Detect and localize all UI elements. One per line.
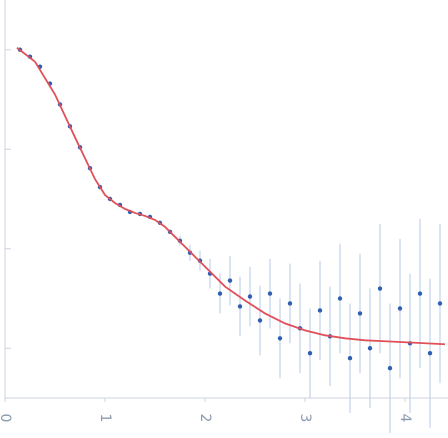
x-tick-label: 4 xyxy=(397,414,413,423)
data-point xyxy=(397,306,403,311)
data-point xyxy=(247,294,253,299)
x-tick-label: 3 xyxy=(297,414,313,423)
data-point xyxy=(357,311,363,316)
data-point xyxy=(217,291,223,296)
fit-line xyxy=(16,47,446,346)
data-point xyxy=(307,351,313,356)
x-tick-label: 2 xyxy=(197,414,213,423)
data-point xyxy=(267,291,273,296)
data-point xyxy=(367,346,373,351)
data-point xyxy=(227,278,233,283)
data-point xyxy=(427,351,433,356)
data-point xyxy=(417,291,423,296)
data-point xyxy=(347,356,353,361)
data-point xyxy=(437,301,443,306)
data-point xyxy=(257,318,263,323)
x-tick-label: 1 xyxy=(97,414,113,423)
data-point xyxy=(337,296,343,301)
data-point xyxy=(377,286,383,291)
data-point xyxy=(317,308,323,313)
data-point xyxy=(387,365,393,371)
data-point xyxy=(237,304,243,309)
data-point xyxy=(287,301,293,306)
data-point xyxy=(277,336,283,341)
x-tick-label: 0 xyxy=(0,414,13,423)
